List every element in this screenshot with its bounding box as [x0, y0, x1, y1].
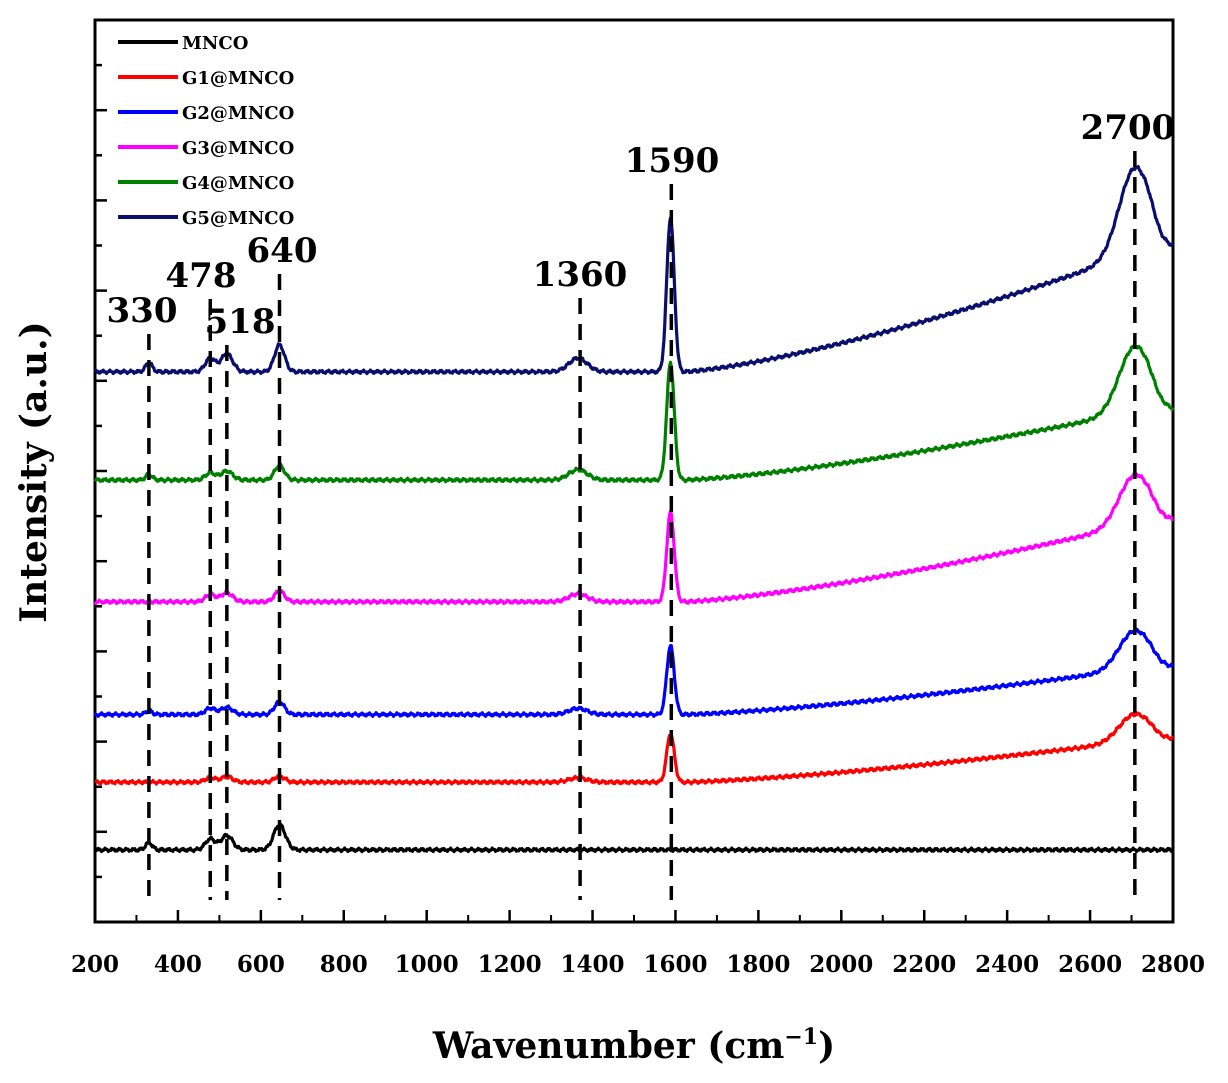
- peak-label: 1360: [533, 255, 628, 295]
- peak-label: 1590: [625, 141, 720, 181]
- x-tick-label: 2600: [1058, 951, 1122, 978]
- legend-label: G4@MNCO: [182, 173, 294, 194]
- x-tick-label: 200: [71, 951, 119, 978]
- series-line: [93, 822, 1174, 854]
- x-tick-label: 1400: [561, 951, 625, 978]
- peak-marker-lines: [147, 151, 1137, 900]
- x-tick-label: 2400: [975, 951, 1039, 978]
- peak-label: 2700: [1081, 108, 1176, 148]
- x-tick-label: 1800: [726, 951, 790, 978]
- series-line: [93, 343, 1175, 484]
- x-tick-label: 1000: [395, 951, 459, 978]
- peak-label: 330: [107, 291, 178, 331]
- plot-area: [93, 18, 1175, 924]
- peak-label: 640: [247, 231, 318, 271]
- y-axis-ticks: [95, 63, 107, 879]
- series-lines: [93, 165, 1175, 854]
- x-tick-label: 2800: [1141, 951, 1205, 978]
- x-tick-label: 2000: [809, 951, 873, 978]
- y-axis-title: Intensity (a.u.): [13, 321, 55, 622]
- peak-label: 518: [205, 302, 276, 342]
- legend-label: MNCO: [182, 33, 248, 54]
- legend-label: G1@MNCO: [182, 68, 294, 89]
- x-tick-label: 800: [320, 951, 368, 978]
- series-line: [93, 165, 1174, 376]
- x-axis-ticks: [93, 910, 1175, 922]
- x-tick-label: 1600: [643, 951, 707, 978]
- x-tick-label: 600: [237, 951, 285, 978]
- peak-label: 478: [166, 256, 237, 296]
- series-line: [93, 627, 1175, 718]
- series-line: [94, 711, 1175, 786]
- x-axis-tick-labels: 200 400 600 800 1000 1200 1400 1600 1800 2000 2200…: [71, 951, 1205, 978]
- legend-label: G2@MNCO: [182, 103, 294, 124]
- x-tick-label: 400: [154, 951, 202, 978]
- x-tick-label: 1200: [478, 951, 542, 978]
- x-tick-label: 2200: [892, 951, 956, 978]
- legend: MNCO G1@MNCO G2@MNCO G3@MNCO G4@MNCO G5@MNCO: [118, 33, 294, 229]
- series-line: [93, 471, 1174, 606]
- legend-label: G5@MNCO: [182, 208, 294, 229]
- legend-label: G3@MNCO: [182, 138, 294, 159]
- x-axis-title: Wavenumber (cm−1): [432, 1024, 835, 1067]
